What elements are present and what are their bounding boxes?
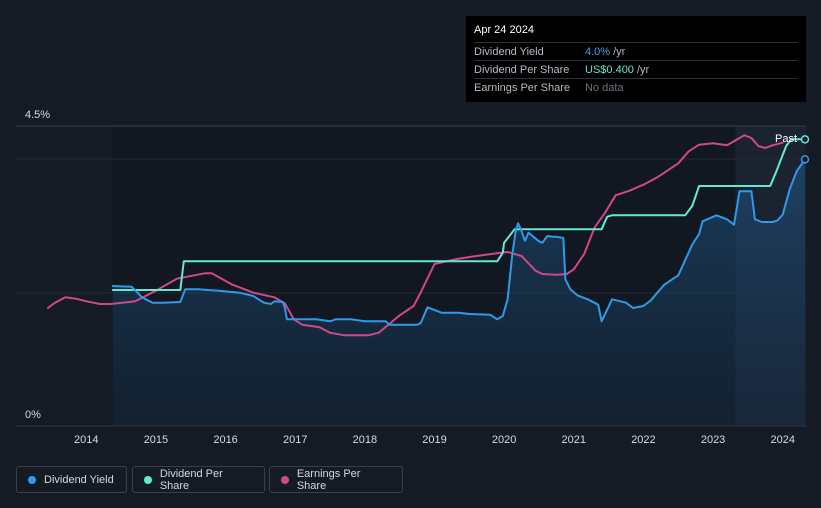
legend-dividend-yield[interactable]: Dividend Yield [16,466,127,493]
tooltip-row-dividend-yield: Dividend Yield 4.0% /yr [474,42,798,60]
x-tick-label: 2015 [144,434,168,446]
legend-dividend-per-share[interactable]: Dividend Per Share [132,466,265,493]
legend-dot-icon [144,475,152,484]
legend-label: Dividend Per Share [159,467,223,492]
x-tick-label: 2018 [353,434,377,446]
legend-label: Dividend Yield [44,473,114,486]
legend-dot-icon [28,475,36,484]
past-label: Past [775,133,797,145]
dividend-per-share-line [111,138,806,291]
tooltip-row-dividend-per-share: Dividend Per Share US$0.400 /yr [474,60,798,78]
legend-earnings-per-share[interactable]: Earnings Per Share [269,466,403,493]
tooltip-label: Earnings Per Share [474,81,570,94]
x-tick-label: 2019 [422,434,446,446]
y-tick-label-top: 4.5% [25,109,50,121]
x-tick-label: 2014 [74,434,98,446]
tooltip-value: US$0.400 [585,63,634,76]
x-tick-label: 2024 [770,434,794,446]
tooltip-value: No data [585,81,624,94]
x-tick-label: 2020 [492,434,516,446]
pre-data-region [16,126,113,426]
legend-label: Earnings Per Share [296,467,361,492]
tooltip-value: 4.0% [585,45,611,58]
tooltip-panel: Apr 24 2024 Dividend Yield 4.0% /yr Divi… [466,16,806,102]
legend-dot-icon [281,475,289,484]
x-tick-label: 2021 [562,434,586,446]
dividend-yield-area [112,159,806,427]
tooltip-unit: /yr [613,45,626,58]
tooltip-date: Apr 24 2024 [474,24,534,36]
tooltip-label: Dividend Yield [474,45,544,58]
tooltip-label: Dividend Per Share [474,63,570,76]
y-tick-label-bottom: 0% [25,409,41,421]
x-tick-label: 2016 [213,434,237,446]
x-tick-label: 2023 [701,434,725,446]
dividend-per-share-end-marker [800,135,810,144]
x-tick-label: 2022 [631,434,655,446]
x-tick-label: 2017 [283,434,307,446]
tooltip-unit: /yr [636,63,650,76]
tooltip-row-earnings-per-share: Earnings Per Share No data [474,78,798,96]
dividend-yield-end-marker [800,155,810,164]
dividend-yield-line [111,158,806,326]
